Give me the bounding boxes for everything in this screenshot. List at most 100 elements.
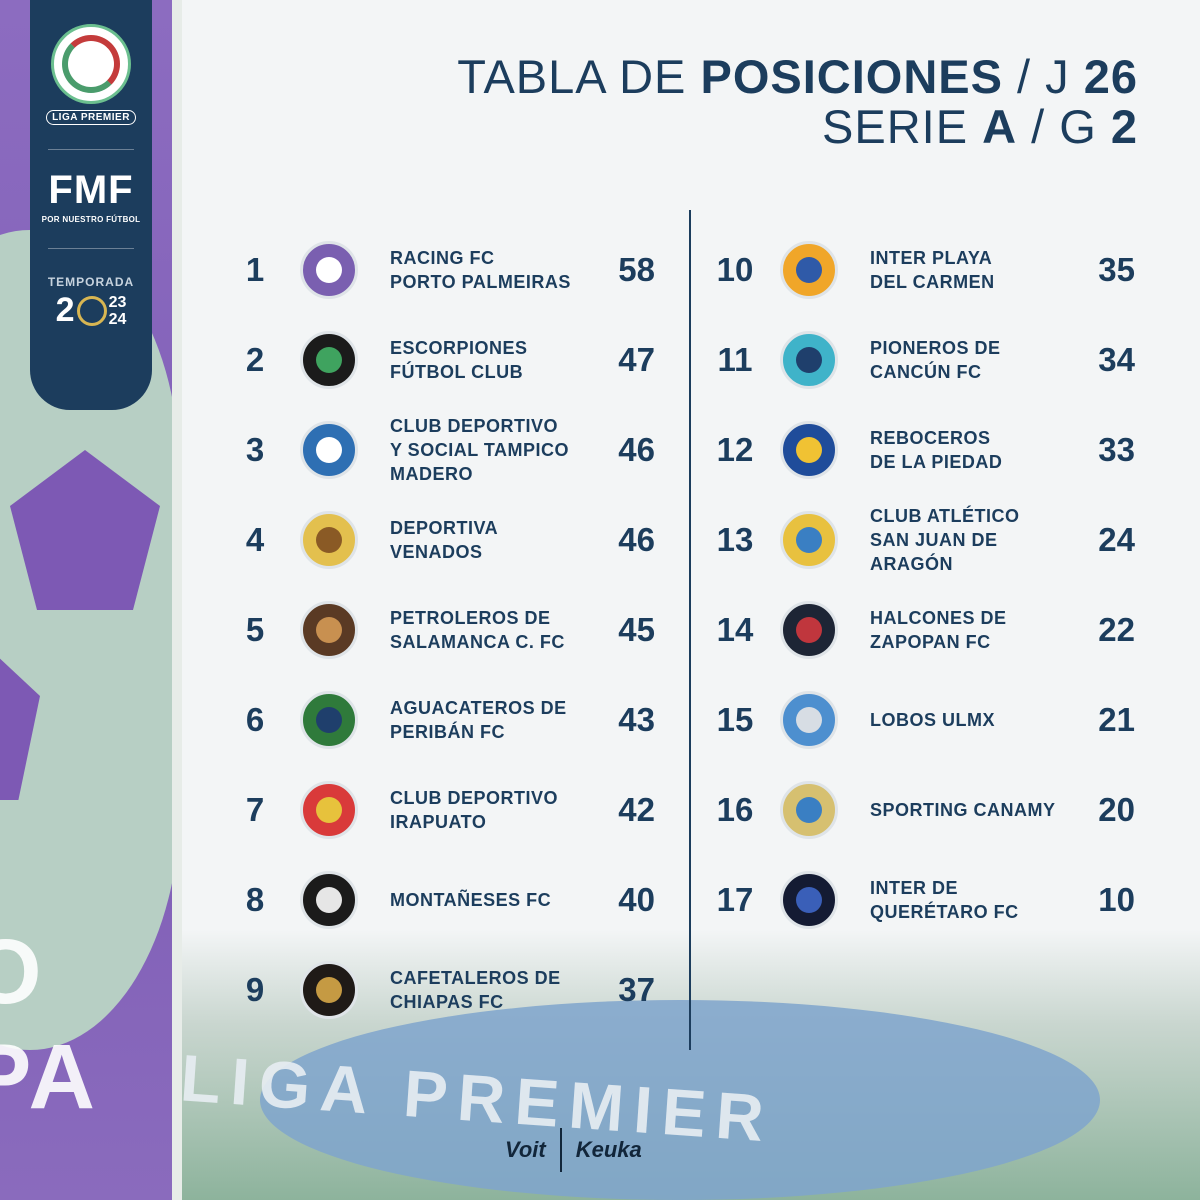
team-crest-icon [780, 241, 838, 299]
liga-premier-logo-icon [51, 24, 131, 104]
team-name-line: LOBOS ULMX [870, 710, 995, 730]
team-rank: 4 [245, 521, 265, 558]
team-name-line: RACING FC [390, 248, 495, 268]
standings-row: 10 INTER PLAYA DEL CARMEN 35 [710, 230, 1135, 310]
team-points: 43 [618, 701, 655, 738]
team-name: INTER DE QUERÉTARO FC [870, 876, 1019, 924]
crest-emblem [316, 887, 342, 913]
standings-row: 7 CLUB DEPORTIVO IRAPUATO 42 [230, 770, 655, 850]
team-name: MONTAÑESES FC [390, 888, 551, 912]
team-rank: 8 [245, 881, 265, 918]
team-name-line: QUERÉTARO FC [870, 902, 1019, 922]
crest-emblem [316, 347, 342, 373]
team-points: 46 [618, 521, 655, 558]
ball-ring-icon [76, 295, 107, 326]
team-name-line: INTER PLAYA [870, 248, 993, 268]
team-points: 58 [618, 251, 655, 288]
standings-row: 13 CLUB ATLÉTICO SAN JUAN DE ARAGÓN 24 [710, 500, 1135, 580]
crest-emblem [796, 347, 822, 373]
team-name-line: CAFETALEROS DE [390, 968, 561, 988]
team-crest-icon [780, 601, 838, 659]
season-stack: 23 24 [109, 294, 127, 328]
standings-row: 12 REBOCEROS DE LA PIEDAD 33 [710, 410, 1135, 490]
team-name: HALCONES DE ZAPOPAN FC [870, 606, 1007, 654]
team-crest-icon [780, 871, 838, 929]
team-name-line: VENADOS [390, 542, 483, 562]
sponsor-keuka-logo: Keuka [575, 1137, 642, 1162]
title-bold: POSICIONES [700, 50, 1003, 103]
team-rank: 14 [716, 611, 754, 648]
team-points: 24 [1098, 521, 1135, 558]
subtitle-group: 2 [1110, 100, 1138, 153]
team-name: PETROLEROS DE SALAMANCA C. FC [390, 606, 565, 654]
subtitle-line: SERIE A / G 2 [457, 102, 1138, 152]
team-name-line: HALCONES DE [870, 608, 1007, 628]
team-name-line: ARAGÓN [870, 554, 953, 574]
team-name-line: PIONEROS DE [870, 338, 1001, 358]
season-label: TEMPORADA [47, 275, 135, 289]
team-rank: 12 [716, 431, 754, 468]
crest-emblem [316, 617, 342, 643]
crest-emblem [796, 617, 822, 643]
team-crest-icon [300, 691, 358, 749]
team-name: AGUACATEROS DE PERIBÁN FC [390, 696, 567, 744]
team-rank: 13 [716, 521, 754, 558]
team-points: 42 [618, 791, 655, 828]
season-year-bottom: 24 [108, 310, 127, 328]
column-divider [689, 210, 691, 1050]
team-name-line: REBOCEROS [870, 428, 991, 448]
badge-divider [48, 248, 134, 249]
crest-emblem [316, 797, 342, 823]
standings-row: 1 RACING FC PORTO PALMEIRAS 58 [230, 230, 655, 310]
team-name: REBOCEROS DE LA PIEDAD [870, 426, 1002, 474]
team-name-line: CANCÚN FC [870, 362, 982, 382]
crest-emblem [796, 707, 822, 733]
team-crest-icon [300, 871, 358, 929]
season-digit: 2 [55, 291, 75, 329]
team-crest-icon [300, 781, 358, 839]
team-points: 35 [1098, 251, 1135, 288]
crest-emblem [796, 437, 822, 463]
team-name-line: CHIAPAS FC [390, 992, 504, 1012]
team-name-line: PORTO PALMEIRAS [390, 272, 571, 292]
team-name: DEPORTIVA VENADOS [390, 516, 498, 564]
team-rank: 11 [717, 341, 753, 378]
crest-emblem [316, 707, 342, 733]
team-name-line: FÚTBOL CLUB [390, 362, 524, 382]
standings-row: 8 MONTAÑESES FC 40 [230, 860, 655, 940]
team-name-line: MONTAÑESES FC [390, 890, 552, 910]
team-rank: 5 [245, 611, 265, 648]
team-name: SPORTING CANAMY [870, 798, 1056, 822]
league-badge: LIGA PREMIER FMF POR NUESTRO FÚTBOL TEMP… [30, 0, 152, 410]
team-crest-icon [300, 511, 358, 569]
crest-emblem [316, 527, 342, 553]
team-points: 37 [618, 971, 655, 1008]
team-rank: 15 [716, 701, 754, 738]
team-crest-icon [300, 421, 358, 479]
team-rank: 1 [245, 251, 265, 288]
standings-row: 2 ESCORPIONES FÚTBOL CLUB 47 [230, 320, 655, 400]
title-prefix: TABLA DE [457, 50, 701, 103]
title-round: 26 [1083, 50, 1138, 103]
team-rank: 2 [245, 341, 265, 378]
crest-emblem [796, 257, 822, 283]
title-line: TABLA DE POSICIONES / J 26 [457, 52, 1138, 102]
background-lettering: O PA [0, 921, 99, 1128]
team-name-line: IRAPUATO [390, 812, 487, 832]
badge-divider [48, 149, 134, 150]
team-name: CLUB DEPORTIVO IRAPUATO [390, 786, 558, 834]
league-name: LIGA PREMIER [46, 110, 136, 125]
team-name: LOBOS ULMX [870, 708, 995, 732]
team-points: 10 [1098, 881, 1135, 918]
team-rank: 3 [245, 431, 265, 468]
team-points: 20 [1098, 791, 1135, 828]
standings-row: 9 CAFETALEROS DE CHIAPAS FC 37 [230, 950, 655, 1030]
crest-emblem [316, 257, 342, 283]
team-rank: 9 [245, 971, 265, 1008]
standings-row: 11 PIONEROS DE CANCÚN FC 34 [710, 320, 1135, 400]
team-name-line: DEPORTIVA [390, 518, 499, 538]
crest-emblem [316, 437, 342, 463]
team-name-line: AGUACATEROS DE [390, 698, 567, 718]
team-name-line: Y SOCIAL TAMPICO [390, 440, 570, 460]
team-name-line: DEL CARMEN [870, 272, 995, 292]
